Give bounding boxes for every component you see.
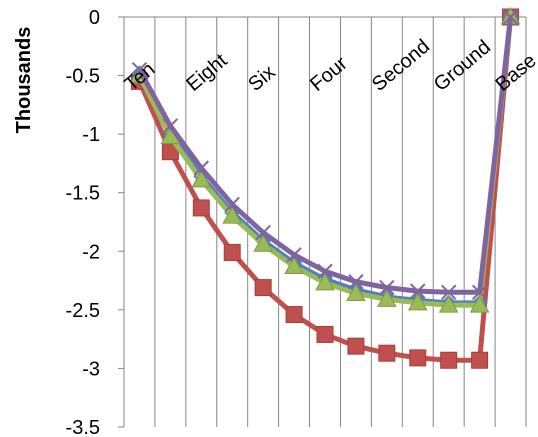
data-point	[255, 224, 271, 241]
data-point	[410, 283, 426, 299]
y-tick-label: 0	[89, 7, 100, 29]
y-tick-label: -1	[82, 124, 100, 146]
data-point	[347, 337, 365, 355]
data-point	[286, 247, 302, 263]
data-point	[469, 295, 490, 313]
data-point	[162, 118, 179, 134]
data-point	[284, 256, 304, 275]
data-point	[440, 351, 458, 369]
data-point	[471, 351, 489, 369]
data-point	[348, 274, 364, 290]
y-tick-label: -3.5	[66, 417, 100, 437]
data-point	[502, 9, 519, 25]
data-point	[223, 243, 241, 261]
category-label: Base	[492, 50, 538, 96]
series-layer	[129, 6, 521, 369]
data-point	[253, 234, 274, 252]
data-point	[376, 289, 397, 307]
data-point	[378, 344, 396, 362]
data-point	[346, 283, 366, 301]
data-point	[379, 279, 395, 296]
category-label: Four	[306, 52, 352, 96]
y-axis-title: Thousands	[13, 27, 35, 134]
y-tick-label: -1.5	[66, 183, 100, 205]
data-point	[407, 292, 428, 311]
data-point	[440, 284, 457, 300]
axis-layer: 0 -0.5 -1 -1.5 -2 -2.5 -3 -3.5	[66, 7, 526, 437]
data-point	[315, 272, 335, 291]
y-tick-label: -2	[82, 241, 100, 263]
data-point	[192, 199, 210, 217]
y-tick-label: -0.5	[66, 66, 100, 88]
y-tick-label: -2.5	[66, 300, 100, 322]
data-point	[224, 196, 240, 213]
category-label: Six	[244, 61, 279, 96]
data-point	[409, 349, 427, 367]
data-point	[193, 160, 210, 176]
data-point	[222, 206, 243, 224]
data-point	[254, 279, 272, 297]
data-point	[316, 325, 334, 343]
data-point	[317, 263, 333, 279]
category-label: Eight	[182, 49, 231, 95]
category-label: Second	[368, 35, 434, 95]
data-point	[191, 169, 212, 188]
data-point	[438, 295, 459, 313]
y-tick-label: -3	[82, 358, 100, 380]
category-label: Ground	[430, 36, 495, 96]
data-point	[131, 62, 148, 78]
data-point	[285, 306, 303, 324]
data-point	[471, 284, 488, 300]
